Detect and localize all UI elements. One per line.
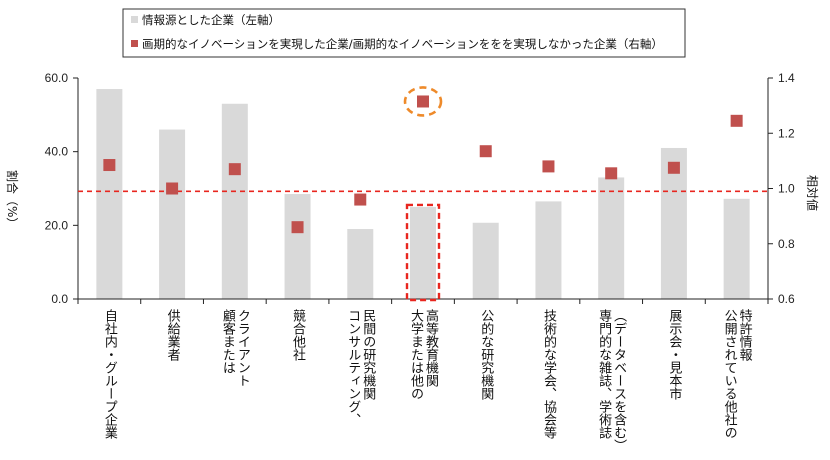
bar xyxy=(410,206,436,299)
bar xyxy=(598,177,625,299)
y-left-title: 割合（%） xyxy=(5,170,20,229)
legend: 情報源とした企業（左軸） 画期的なイノベーションを実現した企業/画期的なイノベー… xyxy=(122,8,686,58)
category-label: 展示会・見本市 xyxy=(666,309,682,400)
y-left-tick-label: 60.0 xyxy=(45,71,69,85)
category-label: 公開されている他社の xyxy=(722,309,738,439)
legend-bar-label: 情報源とした企業（左軸） xyxy=(142,13,280,27)
data-marker xyxy=(166,182,179,195)
data-marker xyxy=(667,161,680,174)
category-label: 顧客または xyxy=(220,309,236,374)
legend-frame xyxy=(122,8,686,58)
bar xyxy=(347,229,374,299)
bar xyxy=(284,194,311,299)
bar xyxy=(159,129,186,299)
category-label: 民間の研究機関 xyxy=(360,309,376,401)
category-label: 大学または他の xyxy=(408,309,424,400)
data-marker xyxy=(730,114,743,127)
category-label: 技術的な学会、協会等 xyxy=(541,309,557,439)
category-label: 高等教育機関 xyxy=(423,308,439,388)
category-label: 公的な研究機関 xyxy=(478,309,494,401)
data-marker xyxy=(542,160,555,173)
bar xyxy=(723,198,750,299)
data-marker xyxy=(228,163,241,176)
data-marker xyxy=(103,159,116,172)
y-right-tick-label: 1.0 xyxy=(778,182,795,196)
y-left-tick-label: 20.0 xyxy=(45,218,69,232)
y-right-tick-label: 0.8 xyxy=(778,237,795,251)
y-right-tick-label: 0.6 xyxy=(778,292,795,306)
category-label: 特許情報 xyxy=(737,309,753,361)
y-right-tick-label: 1.4 xyxy=(778,71,795,85)
category-label: 競合他社 xyxy=(290,309,306,361)
highlight-ellipse xyxy=(403,86,443,117)
legend-bar-swatch xyxy=(131,16,138,23)
category-label: コンサルティング、 xyxy=(345,309,361,426)
category-label: 供給業者 xyxy=(165,309,181,362)
y-left-tick-label: 0.0 xyxy=(51,292,68,306)
bar xyxy=(221,103,248,300)
category-label: 専門的な雑誌、学術誌 xyxy=(596,309,612,439)
data-marker xyxy=(605,167,618,180)
legend-marker-swatch xyxy=(131,40,138,47)
bar xyxy=(472,222,499,299)
data-marker xyxy=(354,193,367,206)
y-right-tick-label: 1.2 xyxy=(778,126,795,140)
legend-marker-label: 画期的なイノベーションを実現した企業/画期的なイノベーションををを実現しなかった… xyxy=(142,37,663,51)
bar xyxy=(535,201,562,299)
plot-area: 0.0 20.0 40.0 60.0 0.6 0.8 1.0 1.2 1.4 自社内・グループ企業… xyxy=(45,71,795,452)
data-marker xyxy=(291,221,304,234)
category-label: クライアント xyxy=(235,309,250,387)
category-label: （データベースを含む） xyxy=(611,309,627,452)
highlight-rect xyxy=(405,203,441,302)
y-left-tick-label: 40.0 xyxy=(45,145,69,159)
bar xyxy=(96,89,123,299)
data-marker xyxy=(417,95,429,108)
data-marker xyxy=(479,145,492,158)
y-right-title: 相対値 xyxy=(805,175,820,211)
category-label: 自社内・グループ企業 xyxy=(102,309,118,439)
